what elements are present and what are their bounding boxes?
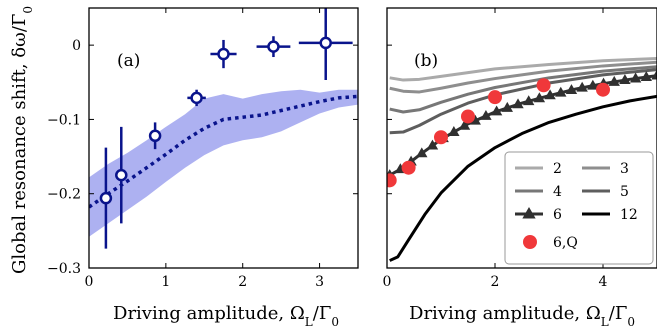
legend-entry: 6,Q [523, 235, 578, 251]
triangle-marker [426, 139, 439, 150]
triangle-marker [555, 86, 567, 97]
theory-line [89, 94, 358, 209]
data-point [210, 39, 237, 69]
x-tick-label-a: 0 [85, 274, 94, 290]
data-marker [115, 168, 128, 182]
x-tick-label-a: 2 [238, 274, 247, 290]
legend-entry: 4 [515, 184, 562, 200]
y-tick-label-a: 0 [72, 38, 81, 54]
triangle-marker [522, 95, 535, 106]
legend-entry: 2 [515, 161, 562, 177]
y-axis-title: Global resonance shift, δω/Γ0 [9, 6, 35, 274]
data-marker [217, 47, 230, 61]
data-marker [190, 91, 203, 105]
data-marker [148, 129, 162, 143]
x-tick-label-a: 1 [161, 274, 170, 290]
series-line-2 [389, 57, 657, 82]
triangle-marker [576, 81, 588, 92]
legend: 2 3 4 5 6 12 6,Q [504, 151, 654, 265]
x-tick-label-b: 2 [491, 274, 500, 290]
circle-marker [434, 130, 448, 145]
data-marker [267, 40, 280, 53]
legend-marker [522, 207, 536, 219]
triangle-marker [490, 105, 503, 116]
circle-marker [401, 160, 416, 175]
circle-marker [488, 90, 502, 105]
triangle-marker [619, 74, 631, 85]
triangle-marker [512, 98, 524, 109]
theory-band [89, 89, 358, 237]
panel-b-frame [386, 7, 657, 269]
triangle-marker [608, 75, 620, 86]
triangle-marker [469, 114, 481, 125]
legend-entry: 12 [582, 207, 638, 223]
data-point [99, 147, 113, 249]
legend-entry: 3 [582, 161, 629, 177]
data-point [187, 89, 206, 107]
triangle-marker [651, 69, 657, 80]
series-line-12 [389, 94, 657, 262]
series-line-5 [389, 68, 657, 135]
triangle-marker [533, 92, 546, 103]
circle-marker [461, 109, 475, 124]
data-point [148, 122, 162, 150]
panel-a-frame [88, 7, 359, 269]
legend-label: 3 [620, 161, 629, 177]
circle-marker [596, 82, 610, 97]
x-axis-title-a: Driving amplitude, ΩL/Γ0 [113, 303, 339, 326]
data-point [256, 36, 291, 58]
series-line-4 [389, 65, 657, 114]
triangle-marker [629, 72, 642, 83]
data-point [115, 126, 128, 224]
panel-b: 0 2 4 (b) Driving amplitude, ΩL/Γ0 2 3 4 5 6 12… [383, 7, 657, 326]
y-tick-label-a: −0.3 [47, 261, 81, 277]
triangle-marker [448, 126, 460, 136]
circle-marker [387, 173, 397, 188]
panel-a-tag: (a) [117, 51, 140, 71]
triangle-marker [587, 79, 599, 90]
triangle-marker [640, 71, 653, 81]
triangle-marker [501, 101, 514, 112]
legend-label: 12 [620, 207, 638, 223]
panel-a: 0 1 2 3 −0.3 −0.2 −0.1 0 (a) Driving amplitude,… [47, 7, 359, 326]
circle-marker [536, 78, 551, 93]
triangle-marker [480, 109, 492, 120]
legend-label: 5 [620, 184, 629, 200]
data-marker [99, 191, 113, 205]
data-marker [319, 36, 332, 50]
y-tick-label-a: −0.1 [47, 112, 81, 128]
legend-box [504, 151, 654, 265]
legend-entry: 5 [582, 184, 629, 200]
x-tick-label-b: 0 [383, 274, 392, 290]
triangle-marker [458, 119, 471, 130]
triangle-marker [565, 84, 578, 94]
y-tick-label-a: −0.2 [47, 187, 81, 203]
legend-label: 6,Q [553, 235, 578, 251]
legend-label: 6 [553, 207, 562, 223]
x-tick-label-a: 3 [315, 274, 324, 290]
x-tick-label-b: 4 [599, 274, 608, 290]
data-point [298, 8, 353, 81]
triangle-marker [544, 89, 556, 100]
triangle-marker [416, 147, 428, 158]
legend-label: 4 [553, 184, 562, 200]
x-axis-title-b: Driving amplitude, ΩL/Γ0 [409, 303, 635, 326]
series-line-3 [389, 60, 657, 94]
panel-b-tag: (b) [414, 51, 438, 71]
legend-swatch [523, 235, 537, 249]
legend-label: 2 [553, 161, 562, 177]
legend-entry: 6 [515, 207, 562, 223]
